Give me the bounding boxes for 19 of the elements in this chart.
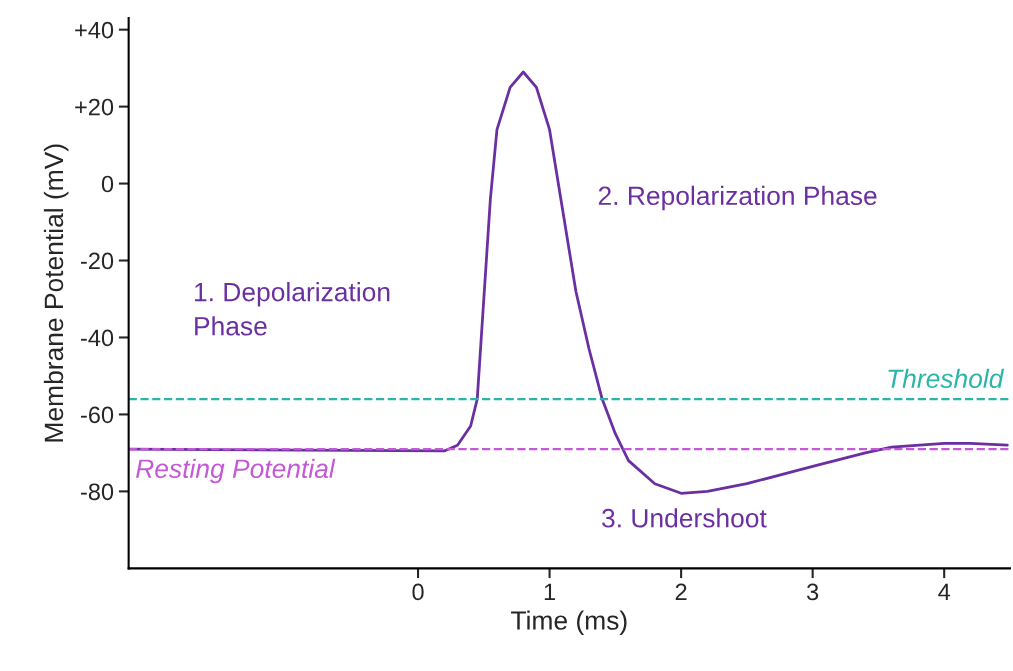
ref-line-label: Threshold — [888, 368, 1005, 389]
y-tick-label: -60 — [80, 406, 114, 424]
y-tick-label: -80 — [80, 483, 114, 501]
y-tick-label: -20 — [80, 252, 114, 270]
y-tick-label: 0 — [101, 175, 114, 193]
y-axis-title: Membrane Potential (mV) — [43, 144, 69, 442]
ref-line-label: Resting Potential — [136, 458, 336, 484]
x-tick-label: 3 — [806, 583, 819, 601]
x-tick-label: 4 — [938, 583, 951, 601]
y-tick-label: +40 — [75, 21, 114, 39]
annotation: 3. Undershoot — [602, 508, 767, 528]
x-tick-label: 0 — [412, 583, 424, 601]
x-axis-title: Time (ms) — [511, 610, 627, 636]
x-tick-label: 1 — [544, 583, 555, 601]
y-tick-label: -40 — [80, 329, 114, 347]
y-tick-label: +20 — [75, 98, 114, 116]
annotation: 1. Depolarization Phase — [195, 282, 390, 336]
x-tick-label: 2 — [675, 583, 687, 601]
annotation: 2. Repolarization Phase — [598, 185, 877, 211]
